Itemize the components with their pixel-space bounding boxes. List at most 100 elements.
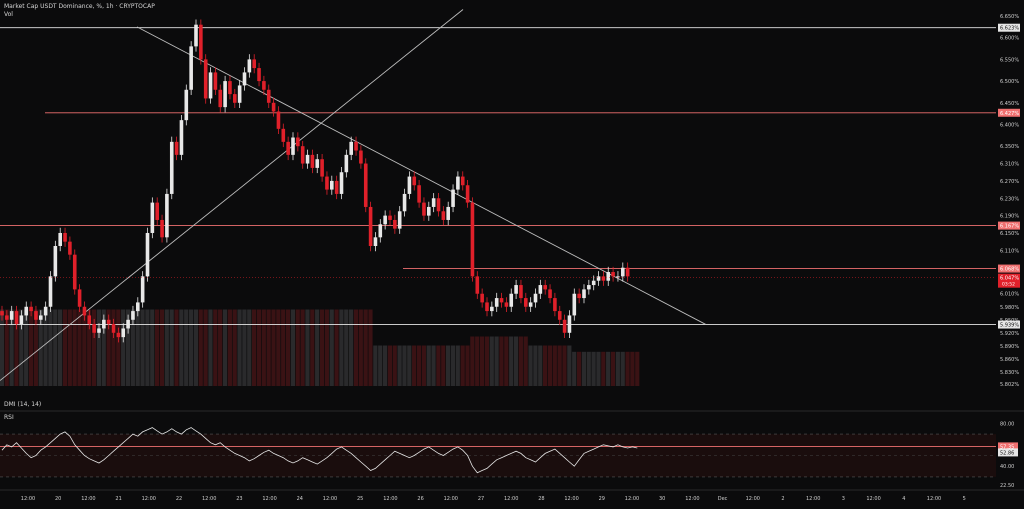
candle-body [582,289,586,299]
volume-bar [91,309,97,386]
volume-bar [586,351,591,386]
candle-body [63,232,67,242]
candle-body [145,232,150,277]
candle-body [557,311,562,320]
volume-bar [72,309,77,386]
candle-body [562,319,567,333]
volume-bar [179,309,184,386]
candle-body [417,185,421,203]
price-tick-label: 6.350% [1000,144,1019,150]
candle-body [543,285,547,290]
level-badge-label: 6.623% [1000,26,1019,32]
candle-body [553,298,557,312]
candle-body [465,185,470,203]
volume-bar [339,309,344,386]
volume-bar [523,336,528,386]
candle-body [199,24,203,60]
rsi-label: RSI [4,414,14,421]
candle-body [538,285,543,294]
time-tick-label: 26 [417,496,423,502]
volume-bar [300,309,305,386]
volume-bar [382,345,388,386]
candle-body [271,102,276,112]
candle-body [533,293,538,303]
candle-body [87,315,92,325]
volume-bar [232,309,237,386]
volume-bar [324,309,329,386]
candle-body [174,141,179,155]
volume-bar [349,309,354,386]
volume-bar [43,309,48,386]
candle-body [339,172,344,194]
candle-body [102,319,106,329]
candle-body [524,298,528,307]
volume-bar [581,351,586,386]
candle-body [504,302,509,307]
candle-body [291,137,295,155]
candle-body [368,206,373,246]
volume-bar [58,309,63,386]
price-tick-label: 6.450% [1000,101,1019,107]
candle-body [359,150,363,164]
candle-body [233,94,237,103]
volume-bar [77,309,82,386]
candle-body [572,293,577,316]
candle-body [121,328,126,338]
volume-bar [19,309,24,386]
volume-bar [504,336,509,386]
volume-bar [421,345,426,386]
candle-body [131,311,135,320]
candle-body [305,154,310,164]
candle-body [266,89,271,103]
volume-bar [266,309,271,386]
volume-bar [499,336,504,386]
candle-body [194,24,198,47]
volume-bar [62,309,68,386]
volume-bar [0,309,4,386]
rsi-tick-label: 22.50 [1000,483,1014,489]
price-tick-label: 6.400% [1000,122,1019,128]
candle-body [499,298,504,303]
price-tick-label: 6.650% [1000,14,1019,20]
volume-bar [203,309,208,386]
level-badge [998,264,1020,273]
candle-body [480,293,484,303]
volume-bar [4,309,9,386]
time-tick-label: 12:00 [866,496,880,502]
volume-bar [562,345,567,386]
volume-bar [576,351,582,386]
volume-bar [426,345,431,386]
candle-body [422,202,426,216]
candle-body [625,267,630,277]
candle-body [5,315,9,320]
candle-body [53,246,58,277]
volume-bar [310,309,315,386]
candle-body [436,198,441,212]
time-tick-label: 3 [842,496,845,502]
candle-body [456,176,460,190]
volume-bar [222,309,228,386]
candle-body [310,154,315,168]
volume-bar [596,351,601,386]
volume-bar [543,345,548,386]
candle-body [48,276,53,307]
candle-body [460,176,465,186]
time-tick-label: 12:00 [21,496,35,502]
volume-bar [53,309,58,386]
volume-bars [0,309,640,386]
volume-bar [252,309,257,386]
horizontal-levels [0,27,996,325]
candle-body [34,311,38,320]
time-tick-label: 22 [176,496,182,502]
candle-body [242,72,247,86]
volume-bar [329,309,334,386]
time-tick-label: 24 [297,496,303,502]
price-tick-label: 6.230% [1000,196,1019,202]
candle-body [19,315,24,325]
volume-bar [198,309,203,386]
price-tick-label: 5.890% [1000,344,1019,350]
volume-bar [392,345,397,386]
